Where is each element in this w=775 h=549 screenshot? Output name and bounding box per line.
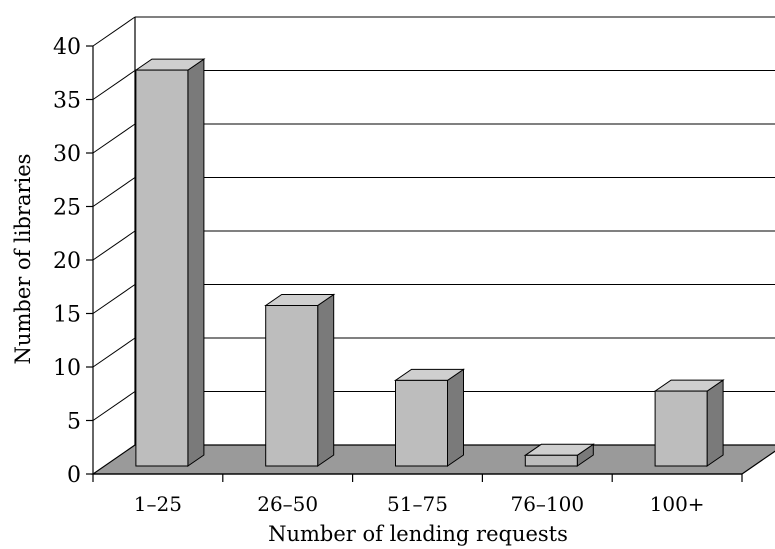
y-tick-label: 5 [67, 410, 81, 435]
x-tick-label: 76–100 [510, 492, 584, 516]
gridline-left [92, 284, 136, 314]
bar-side-face [317, 293, 335, 467]
bar-front-face [265, 305, 319, 467]
x-tick-label: 26–50 [257, 492, 318, 516]
gridline-left [92, 16, 136, 47]
bar-front-face [395, 379, 448, 467]
y-tick-label: 30 [53, 142, 81, 167]
bar-side-face [706, 379, 724, 467]
y-tick-label: 10 [53, 356, 81, 381]
x-tick-label: 100+ [650, 492, 705, 516]
x-axis-ticks: 1–25 26–50 51–75 76–100 100+ [92, 474, 743, 516]
y-tick-label: 25 [53, 196, 81, 221]
x-tick-label: 1–25 [134, 492, 182, 516]
bar-26-50 [264, 293, 336, 467]
gridline-left [92, 70, 136, 100]
x-tick-label: 51–75 [387, 492, 448, 516]
y-tick-label: 20 [53, 249, 81, 274]
bar-1-25 [134, 58, 206, 467]
bars [134, 58, 725, 467]
y-tick-label: 35 [53, 89, 81, 114]
gridline-left [92, 337, 136, 368]
gridlines [92, 16, 775, 421]
y-axis-ticks: 0 5 10 15 20 25 30 35 40 [53, 35, 93, 488]
x-axis-title: Number of lending requests [268, 522, 568, 546]
bar-front-face [654, 390, 708, 467]
y-tick-label: 15 [53, 303, 81, 328]
bar-100plus [653, 379, 725, 467]
y-tick-label: 40 [53, 35, 81, 60]
gridline-left [92, 230, 136, 261]
bar-side-face [187, 58, 205, 467]
gridline-left [92, 391, 136, 421]
bar-side-face [447, 368, 464, 467]
gridline-left [92, 177, 136, 207]
bar-front-face [524, 454, 578, 467]
bar-front-face [135, 69, 189, 467]
y-axis-title: Number of libraries [11, 154, 35, 365]
y-tick-label: 0 [67, 463, 81, 488]
bar-51-75 [393, 368, 466, 467]
bar-76-100 [523, 443, 595, 467]
gridline-left [92, 123, 136, 154]
